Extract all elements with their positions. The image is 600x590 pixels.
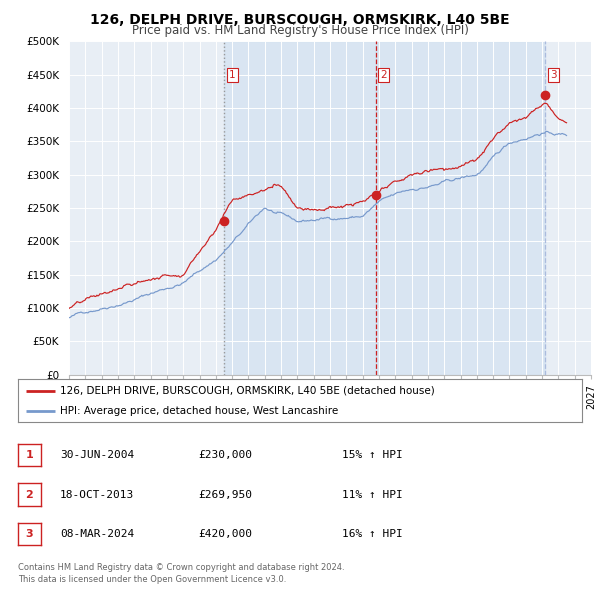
Text: HPI: Average price, detached house, West Lancashire: HPI: Average price, detached house, West… xyxy=(60,407,338,416)
Text: Price paid vs. HM Land Registry's House Price Index (HPI): Price paid vs. HM Land Registry's House … xyxy=(131,24,469,37)
Text: 126, DELPH DRIVE, BURSCOUGH, ORMSKIRK, L40 5BE: 126, DELPH DRIVE, BURSCOUGH, ORMSKIRK, L… xyxy=(90,13,510,27)
Bar xyxy=(376,41,545,375)
Text: 08-MAR-2024: 08-MAR-2024 xyxy=(60,529,134,539)
Text: £420,000: £420,000 xyxy=(198,529,252,539)
Text: £269,950: £269,950 xyxy=(198,490,252,500)
Text: 2: 2 xyxy=(26,490,33,500)
Text: 1: 1 xyxy=(26,450,33,460)
Text: 11% ↑ HPI: 11% ↑ HPI xyxy=(342,490,403,500)
Text: 30-JUN-2004: 30-JUN-2004 xyxy=(60,450,134,460)
Text: 1: 1 xyxy=(229,70,235,80)
Text: Contains HM Land Registry data © Crown copyright and database right 2024.: Contains HM Land Registry data © Crown c… xyxy=(18,563,344,572)
Text: £230,000: £230,000 xyxy=(198,450,252,460)
Text: 2: 2 xyxy=(380,70,387,80)
Bar xyxy=(224,41,376,375)
Text: 18-OCT-2013: 18-OCT-2013 xyxy=(60,490,134,500)
Text: 3: 3 xyxy=(550,70,557,80)
Text: 126, DELPH DRIVE, BURSCOUGH, ORMSKIRK, L40 5BE (detached house): 126, DELPH DRIVE, BURSCOUGH, ORMSKIRK, L… xyxy=(60,386,435,396)
Text: 3: 3 xyxy=(26,529,33,539)
Text: This data is licensed under the Open Government Licence v3.0.: This data is licensed under the Open Gov… xyxy=(18,575,286,584)
Text: 16% ↑ HPI: 16% ↑ HPI xyxy=(342,529,403,539)
Text: 15% ↑ HPI: 15% ↑ HPI xyxy=(342,450,403,460)
